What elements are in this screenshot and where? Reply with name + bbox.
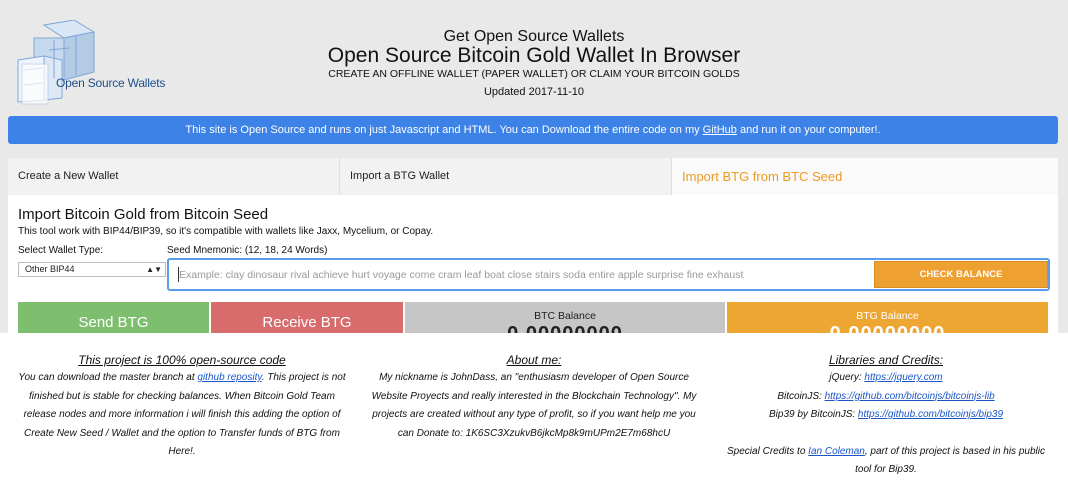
bitcoinjs-credit: BitcoinJS: https://github.com/bitcoinjs/… [718, 388, 1054, 407]
header-subtitle: Get Open Source Wallets [443, 28, 625, 45]
send-btg-button[interactable]: Send BTG [18, 302, 209, 333]
wallet-type-value: Other BIP44 [25, 264, 75, 274]
select-arrows-icon: ▲▼ [146, 265, 162, 274]
panel-title: Import Bitcoin Gold from Bitcoin Seed [18, 206, 269, 223]
panel-description: This tool work with BIP44/BIP39, so it's… [18, 226, 434, 237]
credits-pre: Special Credits to [727, 445, 809, 457]
btg-balance-card: BTG Balance 0.00000000 [727, 302, 1048, 333]
github-repository-link[interactable]: github reposity [197, 372, 262, 383]
updated-date: Updated 2017-11-10 [483, 86, 585, 98]
spacer [718, 425, 1054, 443]
footer-open-source-heading: This project is 100% open-source code [78, 353, 286, 367]
footer-open-source-column: This project is 100% open-source code Yo… [12, 351, 352, 462]
footer: This project is 100% open-source code Yo… [0, 333, 1068, 497]
tab-bar: Create a New Wallet Import a BTG Wallet … [8, 158, 1058, 195]
check-balance-button[interactable]: CHECK BALANCE [874, 261, 1048, 288]
jquery-label: jQuery: [829, 372, 865, 383]
import-panel: Import Bitcoin Gold from Bitcoin Seed Th… [8, 195, 1058, 333]
bitcoinjs-label: BitcoinJS: [777, 390, 825, 402]
seed-field-wrapper: CHECK BALANCE [167, 258, 1050, 291]
bip39-link[interactable]: https://github.com/bitcoinjs/bip39 [857, 409, 1004, 420]
send-btg-label: Send BTG [78, 314, 149, 331]
footer-open-source-post: . This project is not finished but is st… [23, 372, 346, 457]
receive-btg-label: Receive BTG [262, 314, 352, 331]
tab-import-btg-from-btc-seed[interactable]: Import BTG from BTC Seed [672, 158, 1058, 195]
bip39-credit: Bip39 by BitcoinJS: https://github.com/b… [718, 406, 1054, 425]
footer-about-heading: About me: [506, 353, 562, 367]
footer-about-column: About me: My nickname is JohnDass, an "e… [366, 351, 702, 443]
footer-credits-heading: Libraries and Credits: [828, 353, 944, 367]
header-tagline: CREATE AN OFFLINE WALLET (PAPER WALLET) … [328, 68, 740, 80]
bitcoinjs-link[interactable]: https://github.com/bitcoinjs/bitcoinjs-l… [824, 390, 995, 402]
cube-logo-icon [17, 19, 96, 105]
seed-label: Seed Mnemonic: (12, 18, 24 Words) [167, 245, 328, 256]
footer-about-text: My nickname is JohnDass, an "enthusiasm … [371, 372, 697, 439]
info-banner: This site is Open Source and runs on jus… [8, 116, 1058, 144]
ian-coleman-link[interactable]: Ian Coleman [808, 445, 865, 457]
tab-create-wallet[interactable]: Create a New Wallet [8, 158, 340, 195]
footer-open-source-text: You can download the master branch at gi… [12, 369, 352, 462]
btc-balance-card: BTC Balance 0.00000000 [405, 302, 725, 333]
seed-mnemonic-input[interactable] [179, 266, 869, 283]
logo[interactable]: Open Source Wallets [14, 19, 165, 110]
jquery-link[interactable]: https://jquery.com [864, 372, 943, 383]
wallet-type-select[interactable]: Other BIP44 ▲▼ [18, 262, 166, 277]
credits-post: , part of this project is based in his p… [855, 445, 1045, 476]
btc-balance-label: BTC Balance [534, 310, 596, 322]
receive-btg-button[interactable]: Receive BTG [211, 302, 403, 333]
footer-credits-column: Libraries and Credits: jQuery: https://j… [718, 351, 1054, 480]
btg-balance-value: 0.00000000 [727, 323, 1048, 333]
special-credits: Special Credits to Ian Coleman, part of … [718, 443, 1054, 480]
tab-import-btg-wallet[interactable]: Import a BTG Wallet [340, 158, 672, 195]
bip39-label: Bip39 by BitcoinJS: [768, 409, 858, 420]
footer-open-source-pre: You can download the master branch at [18, 372, 198, 383]
btg-balance-label: BTG Balance [856, 310, 919, 322]
main-area: Open Source Wallets Get Open Source Wall… [0, 0, 1068, 333]
jquery-credit: jQuery: https://jquery.com [718, 369, 1054, 388]
banner-text-after: and run it on your computer!. [736, 124, 881, 136]
banner-github-link[interactable]: GitHub [702, 124, 737, 136]
logo-text: Open Source Wallets [56, 76, 166, 90]
page-title: Open Source Bitcoin Gold Wallet In Brows… [327, 44, 741, 67]
text-caret [178, 267, 179, 282]
wallet-type-label: Select Wallet Type: [18, 245, 104, 256]
banner-text-before: This site is Open Source and runs on jus… [185, 124, 703, 136]
btc-balance-value: 0.00000000 [405, 323, 725, 333]
